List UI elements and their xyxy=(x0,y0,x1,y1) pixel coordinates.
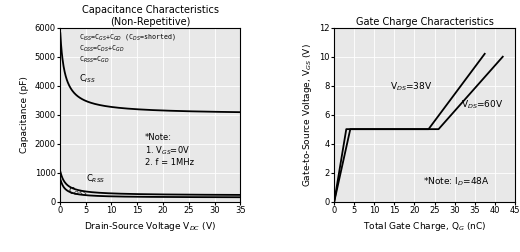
Text: C$_{RSS}$=C$_{GD}$: C$_{RSS}$=C$_{GD}$ xyxy=(80,55,110,65)
Text: V$_{DS}$=60V: V$_{DS}$=60V xyxy=(461,98,503,111)
Text: C$_{OSS}$: C$_{OSS}$ xyxy=(68,186,87,198)
X-axis label: Total Gate Charge, Q$_G$ (nC): Total Gate Charge, Q$_G$ (nC) xyxy=(363,220,486,233)
Text: C$_{RSS}$: C$_{RSS}$ xyxy=(86,173,105,185)
Y-axis label: Capacitance (pF): Capacitance (pF) xyxy=(20,76,29,153)
Y-axis label: Gate-to-Source Voltage, V$_{GS}$ (V): Gate-to-Source Voltage, V$_{GS}$ (V) xyxy=(301,43,314,186)
Text: *Note: I$_D$=48A: *Note: I$_D$=48A xyxy=(423,175,489,188)
Title: Capacitance Characteristics
(Non-Repetitive): Capacitance Characteristics (Non-Repetit… xyxy=(82,5,218,27)
Text: *Note:
1. V$_{GS}$=0V
2. f = 1MHz: *Note: 1. V$_{GS}$=0V 2. f = 1MHz xyxy=(145,134,194,167)
Text: V$_{DS}$=38V: V$_{DS}$=38V xyxy=(391,81,433,93)
Title: Gate Charge Characteristics: Gate Charge Characteristics xyxy=(356,17,493,27)
Text: C$_{OSS}$=C$_{DS}$+C$_{GD}$: C$_{OSS}$=C$_{DS}$+C$_{GD}$ xyxy=(80,44,125,54)
Text: C$_{ISS}$=C$_{GS}$+C$_{GD}$ (C$_{DS}$=shorted): C$_{ISS}$=C$_{GS}$+C$_{GD}$ (C$_{DS}$=sh… xyxy=(80,32,176,42)
Text: C$_{ISS}$: C$_{ISS}$ xyxy=(80,72,96,85)
X-axis label: Drain-Source Voltage V$_{DC}$ (V): Drain-Source Voltage V$_{DC}$ (V) xyxy=(84,220,216,233)
